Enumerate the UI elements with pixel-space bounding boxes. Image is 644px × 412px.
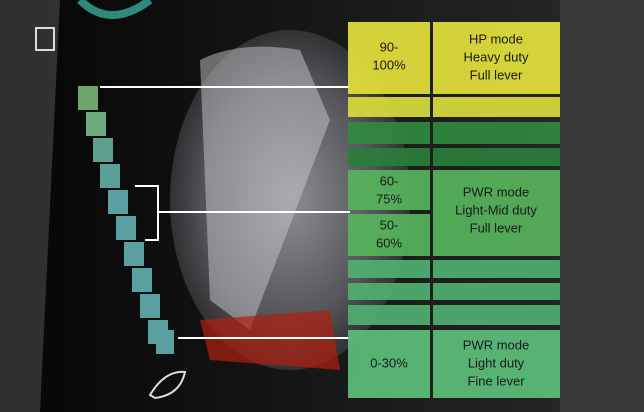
range-label: 50- — [380, 217, 399, 232]
fuel-gauge — [78, 86, 174, 354]
mode-description: Fine lever — [467, 373, 525, 388]
mode-panel — [348, 22, 560, 398]
range-label: 60% — [376, 235, 402, 250]
range-label: 75% — [376, 191, 402, 206]
mode-description: HP mode — [469, 31, 523, 46]
mode-description: Light duty — [468, 355, 525, 370]
mode-description: PWR mode — [463, 184, 529, 199]
mode-description: Full lever — [470, 220, 523, 235]
mode-description: Heavy duty — [463, 49, 529, 64]
pointer-lines — [100, 86, 350, 339]
mode-labels: 90- 100% HP mode Heavy duty Full lever 6… — [370, 31, 537, 388]
range-label: 90- — [380, 39, 399, 54]
mode-description: PWR mode — [463, 337, 529, 352]
mode-description: Full lever — [470, 67, 523, 82]
range-label: 100% — [372, 57, 406, 72]
range-label: 60- — [380, 173, 399, 188]
mode-description: Light-Mid duty — [455, 202, 537, 217]
range-label: 0-30% — [370, 355, 408, 370]
